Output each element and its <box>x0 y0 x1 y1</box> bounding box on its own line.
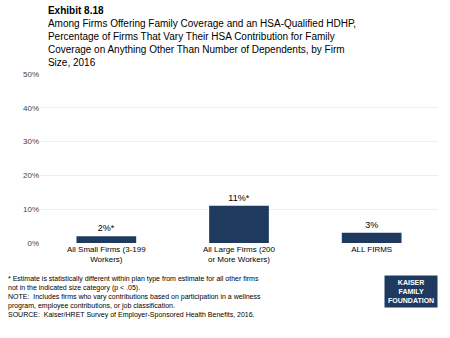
svg-text:40%: 40% <box>23 104 39 113</box>
svg-text:KAISERFAMILYFOUNDATION: KAISERFAMILYFOUNDATION <box>388 279 434 304</box>
svg-text:20%: 20% <box>23 171 39 180</box>
svg-text:11%*: 11%* <box>228 193 249 203</box>
svg-text:3%: 3% <box>365 220 378 230</box>
svg-text:10%: 10% <box>23 205 39 214</box>
svg-text:ALL FIRMS: ALL FIRMS <box>351 245 392 254</box>
svg-text:30%: 30% <box>23 137 39 146</box>
svg-text:0%: 0% <box>27 239 39 248</box>
svg-text:Exhibit 8.18Among Firms Offeri: Exhibit 8.18Among Firms Offering Family … <box>48 5 356 68</box>
svg-text:2%*: 2%* <box>98 223 115 233</box>
svg-text:50%: 50% <box>23 70 39 79</box>
svg-text:All Large Firms (200or More Wo: All Large Firms (200or More Workers) <box>203 245 276 264</box>
svg-text:* Estimate is statistically di: * Estimate is statistically different wi… <box>8 275 261 319</box>
svg-text:All Small Firms (3-199Workers): All Small Firms (3-199Workers) <box>67 245 146 264</box>
